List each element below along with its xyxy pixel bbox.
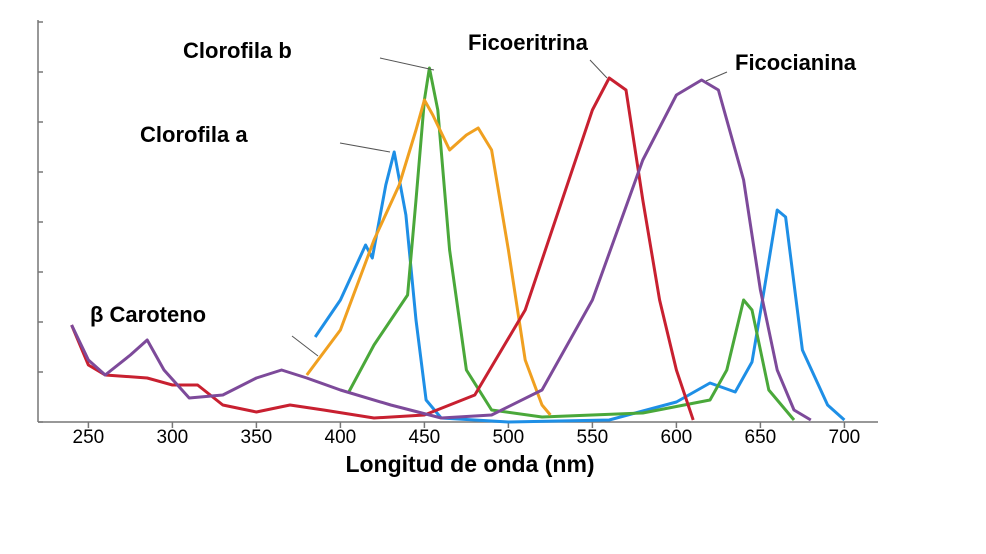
series-label: Ficocianina bbox=[735, 50, 857, 75]
series-label: Ficoeritrina bbox=[468, 30, 589, 55]
x-tick-label: 400 bbox=[325, 427, 357, 448]
label-leader bbox=[705, 71, 728, 82]
x-axis-title: Longitud de onda (nm) bbox=[345, 451, 594, 477]
series-line bbox=[347, 66, 796, 421]
label-leader bbox=[589, 59, 608, 79]
series-label: β Caroteno bbox=[90, 302, 206, 327]
label-leader bbox=[339, 142, 391, 153]
x-tick-label: 600 bbox=[661, 427, 693, 448]
series-line bbox=[305, 98, 552, 416]
x-tick-label: 250 bbox=[73, 427, 105, 448]
x-tick-label: 300 bbox=[157, 427, 189, 448]
x-tick-label: 700 bbox=[829, 427, 861, 448]
x-tick-label: 450 bbox=[409, 427, 441, 448]
series-line bbox=[313, 150, 846, 424]
x-tick-label: 550 bbox=[577, 427, 609, 448]
x-tick-label: 350 bbox=[241, 427, 273, 448]
x-tick-label: 650 bbox=[745, 427, 777, 448]
label-leader bbox=[291, 335, 319, 357]
series-label: Clorofila a bbox=[140, 122, 248, 147]
label-leader bbox=[379, 57, 435, 71]
x-tick-label: 500 bbox=[493, 427, 525, 448]
series-label: Clorofila b bbox=[183, 38, 292, 63]
series-line bbox=[70, 76, 695, 421]
series-line bbox=[70, 78, 812, 422]
